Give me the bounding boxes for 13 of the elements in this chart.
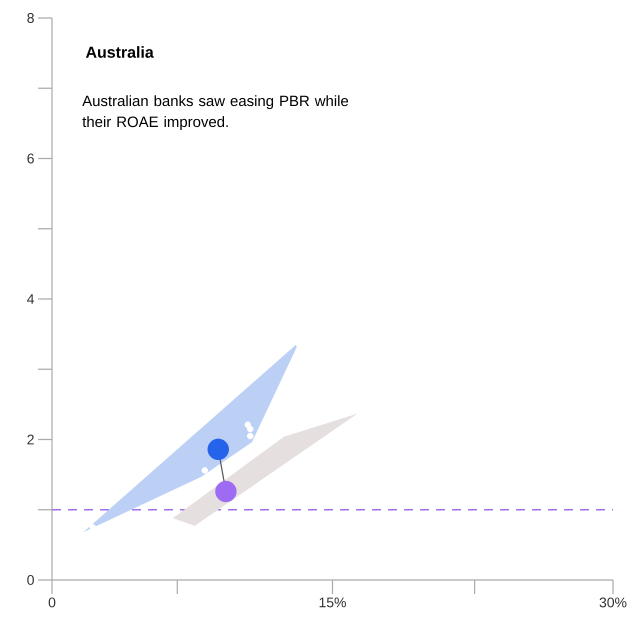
x-tick-label: 15% bbox=[320, 598, 346, 608]
point bbox=[247, 426, 254, 432]
y-tick-label: 0 bbox=[27, 575, 34, 585]
y-tick-label: 6 bbox=[27, 154, 34, 164]
y-tick-label: 2 bbox=[27, 434, 34, 444]
y-tick-label: 4 bbox=[27, 294, 34, 304]
x-tick-label: 0 bbox=[48, 598, 56, 608]
point bbox=[247, 432, 254, 440]
text: Australian banks saw easing PBR while their ROAE improved. bbox=[82, 95, 348, 130]
y-tick-label: 8 bbox=[27, 13, 34, 23]
text: Australia bbox=[86, 46, 154, 58]
x-tick-label: 30% bbox=[600, 598, 626, 608]
point bbox=[202, 467, 208, 474]
